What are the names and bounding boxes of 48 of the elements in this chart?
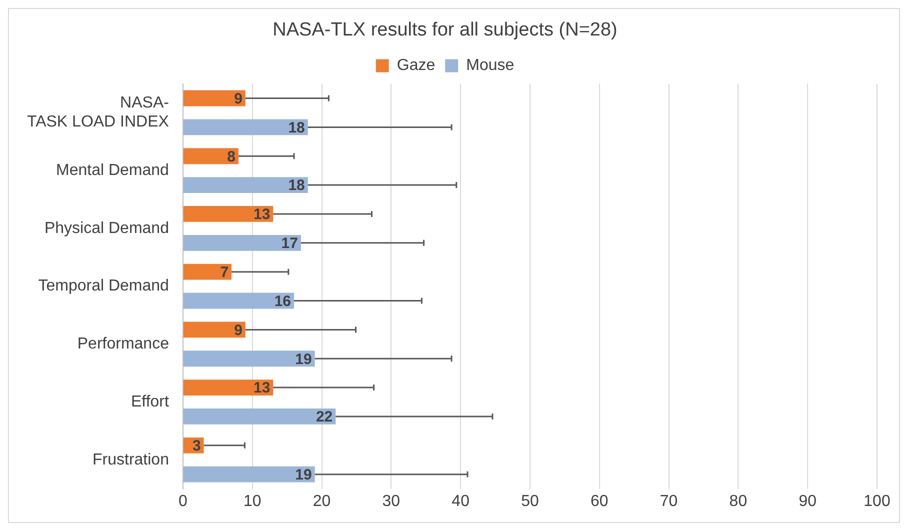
x-tick-label: 100: [864, 492, 890, 510]
data-label: 19: [295, 350, 312, 368]
bar: [183, 292, 294, 309]
data-label: 7: [220, 264, 229, 281]
data-label: 18: [288, 177, 305, 194]
x-tick-label: 80: [729, 492, 748, 510]
bar: [183, 90, 246, 106]
x-tick-label: 70: [660, 492, 678, 510]
bar: [183, 466, 315, 482]
data-label: 19: [295, 466, 312, 484]
data-label: 9: [234, 90, 242, 108]
x-tick-label: 60: [590, 492, 608, 510]
data-label: 3: [192, 438, 201, 455]
bar: [183, 264, 232, 280]
bar: [183, 177, 308, 194]
y-tick-label: Effort: [131, 393, 170, 410]
x-tick-label: 40: [452, 492, 470, 510]
bar: [183, 322, 246, 338]
bar: [183, 408, 336, 424]
x-tick-label: 90: [798, 492, 817, 510]
bar: [183, 234, 301, 251]
data-label: 9: [234, 322, 242, 339]
x-tick-label: 20: [312, 492, 331, 510]
bar: [183, 350, 315, 367]
y-tick-label: Physical Demand: [44, 220, 169, 237]
data-label: 22: [316, 408, 333, 426]
y-tick-label: NASA- TASK LOAD INDEX: [26, 94, 170, 131]
data-label: 18: [288, 119, 305, 136]
x-tick-label: 30: [382, 492, 400, 510]
legend-label: Gaze: [396, 57, 436, 74]
y-tick-label: Frustration: [92, 451, 169, 468]
bar: [183, 148, 238, 164]
data-label: 13: [254, 380, 270, 397]
legend-label: Mouse: [466, 57, 514, 74]
y-tick-label: Performance: [77, 336, 170, 353]
bar: [183, 380, 274, 396]
chart-title: NASA-TLX results for all subjects (N=28): [272, 20, 618, 41]
y-tick-label: Temporal Demand: [38, 278, 169, 295]
data-label: 17: [281, 235, 298, 252]
x-tick-label: 0: [178, 492, 188, 510]
bar: [183, 206, 274, 222]
x-tick-label: 10: [243, 492, 262, 510]
x-tick-label: 50: [521, 492, 539, 510]
data-label: 8: [227, 148, 236, 166]
bar: [183, 119, 308, 136]
data-label: 13: [254, 206, 270, 224]
y-tick-label: Mental Demand: [56, 162, 169, 179]
data-label: 16: [274, 292, 292, 310]
